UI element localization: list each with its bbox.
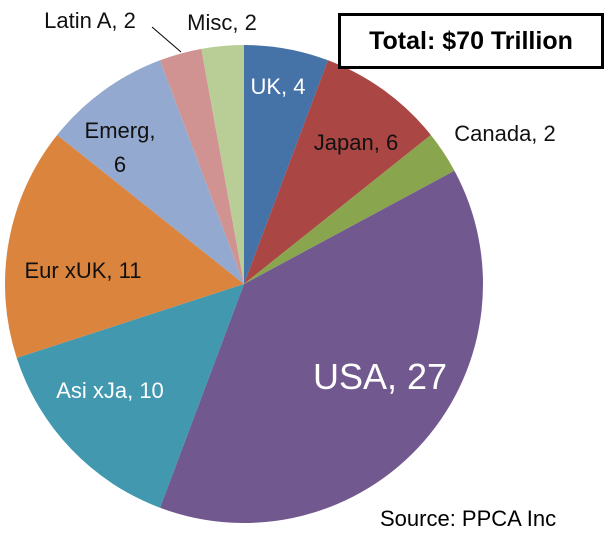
slice-usa [160, 170, 484, 523]
slice-latin-a [160, 48, 244, 285]
data-label: Japan, 6 [314, 130, 398, 155]
data-label: Canada, 2 [454, 121, 556, 146]
slice-japan [244, 60, 431, 284]
slice-eur-xuk [4, 134, 245, 358]
data-label: Latin A, 2 [44, 8, 136, 33]
data-label: Emerg, 6 [85, 118, 156, 177]
slice-uk [244, 45, 328, 284]
data-label: USA, 27 [313, 356, 447, 397]
slice-canada [244, 134, 455, 284]
slice-asi-xja [16, 284, 244, 508]
data-label: Misc, 2 [187, 10, 257, 35]
source-note: Source: PPCA Inc [380, 506, 557, 531]
slice-misc [201, 45, 244, 284]
data-label: UK, 4 [250, 74, 305, 99]
chart-title: Total: $70 Trillion [338, 13, 604, 69]
data-label: Eur xUK, 11 [25, 258, 142, 283]
leader-line [151, 26, 182, 53]
data-label: Asi xJa, 10 [56, 378, 164, 403]
slice-emerg [57, 60, 245, 284]
